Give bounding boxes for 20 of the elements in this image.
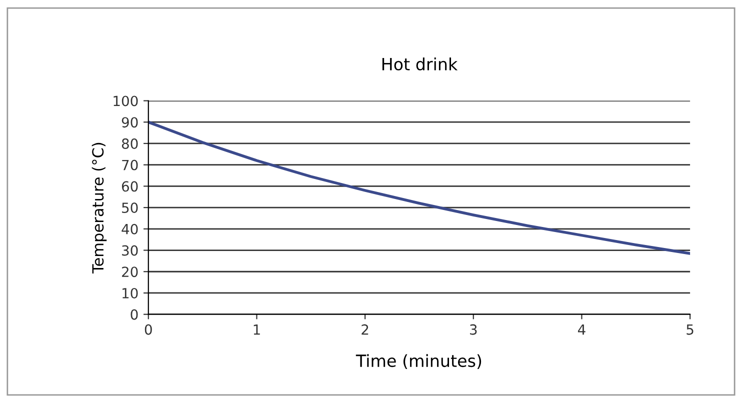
x-tick-label: 1 bbox=[254, 324, 260, 335]
x-tick-label: 3 bbox=[470, 324, 477, 335]
x-tick-label: 0 bbox=[144, 324, 152, 335]
y-tick-label: 0 bbox=[130, 309, 138, 320]
x-axis-title: Time (minutes) bbox=[356, 354, 482, 370]
y-tick-label: 70 bbox=[122, 160, 138, 170]
x-tick-label: 5 bbox=[686, 324, 694, 335]
x-tick-label: 4 bbox=[578, 324, 586, 335]
y-tick-label: 100 bbox=[114, 96, 138, 106]
y-tick-label: 60 bbox=[122, 181, 138, 192]
y-tick-label: 20 bbox=[122, 266, 138, 278]
y-tick-label: 90 bbox=[122, 117, 138, 128]
x-tick-label: 2 bbox=[362, 324, 368, 335]
y-tick-label: 30 bbox=[122, 245, 138, 256]
y-tick-label: 80 bbox=[122, 138, 138, 149]
y-tick-label: 40 bbox=[122, 224, 138, 234]
y-tick-label: 10 bbox=[122, 288, 138, 298]
y-axis-title: Temperature (°C) bbox=[92, 142, 107, 274]
chart-title: Hot drink bbox=[382, 58, 458, 70]
y-tick-label: 50 bbox=[122, 202, 138, 214]
